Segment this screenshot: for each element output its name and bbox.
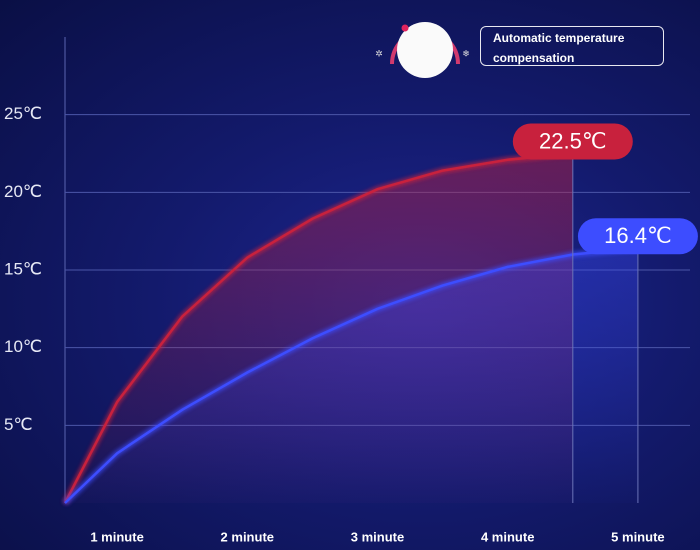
- value-label: 16.4℃: [604, 223, 672, 248]
- line: [63, 152, 573, 504]
- x-tick-label: 4 minute: [481, 529, 534, 544]
- x-tick-label: 5 minute: [611, 529, 664, 544]
- value-badge: [512, 123, 633, 160]
- svg-text:❄: ❄: [462, 48, 470, 58]
- x-tick-label: 1 minute: [90, 529, 143, 544]
- svg-text:✲: ✲: [375, 48, 383, 58]
- x-tick-label: 2 minute: [221, 529, 274, 544]
- y-tick-label: 5℃: [4, 415, 33, 434]
- knob: ✲ ❄: [375, 22, 470, 78]
- info-panel: Automatic temperature compensation: [480, 26, 664, 66]
- x-tick-label: 3 minute: [351, 529, 404, 544]
- line: [64, 247, 639, 504]
- value-label: 22.5℃: [539, 128, 607, 153]
- y-tick-label: 10℃: [4, 337, 42, 356]
- y-tick-label: 25℃: [4, 104, 42, 123]
- y-tick-label: 15℃: [4, 259, 42, 278]
- area: [65, 248, 638, 503]
- value-badge: [577, 218, 698, 255]
- y-tick-label: 20℃: [4, 182, 42, 201]
